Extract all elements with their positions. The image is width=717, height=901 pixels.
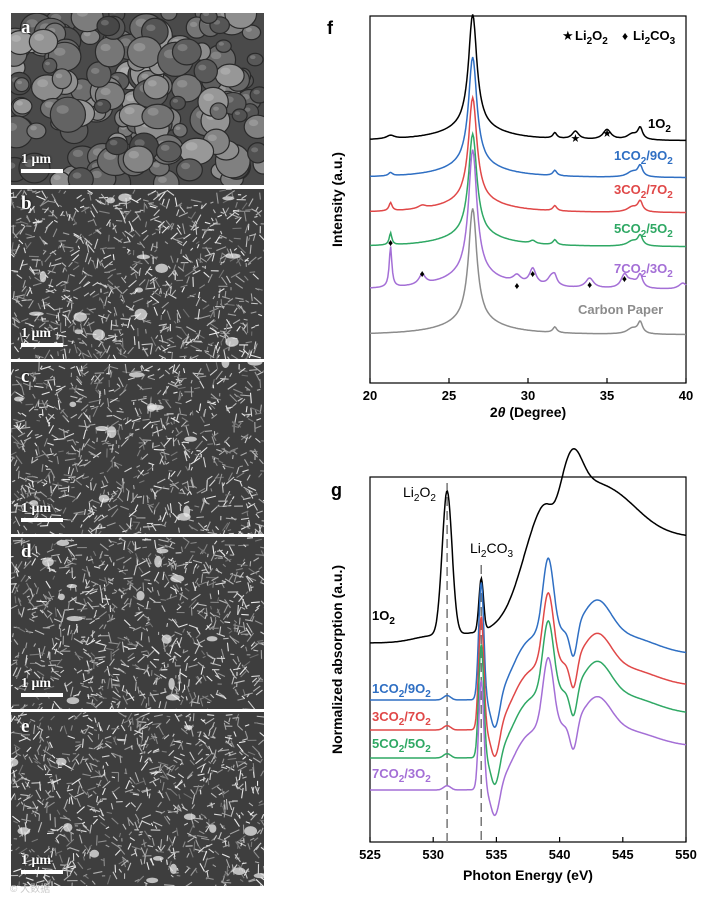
sem-image bbox=[11, 189, 264, 359]
series-label-f-c1: 1CO2​/9O2​ bbox=[614, 148, 673, 167]
panel-letter-c: c bbox=[21, 366, 30, 387]
scale-bar-line bbox=[21, 693, 63, 697]
scale-bar-label: 1 μm bbox=[21, 326, 52, 341]
scale-bar-label: 1 μm bbox=[21, 676, 52, 691]
scale-bar: 1 μm bbox=[21, 326, 69, 347]
star-marker: ★ bbox=[602, 128, 612, 140]
scale-bar-line bbox=[21, 518, 63, 522]
series-label-f-o2: 1O2​ bbox=[648, 116, 671, 135]
series-line-g-c3 bbox=[370, 591, 687, 758]
svg-text:Li2​O2​: Li2​O2​ bbox=[575, 28, 608, 47]
x-axis-label-f: 2θ (Degree) bbox=[490, 404, 566, 420]
scale-bar: 1 μm bbox=[21, 152, 69, 173]
panel-letter-e: e bbox=[21, 716, 30, 737]
x-tick-label-f: 20 bbox=[363, 388, 377, 403]
diamond-marker: ♦ bbox=[587, 280, 592, 291]
annotation-label: Li2​CO3​ bbox=[470, 540, 513, 560]
panel-letter-d: d bbox=[21, 541, 32, 562]
legend-f: ★Li2​O2​ ♦ Li2​CO3​ bbox=[562, 28, 676, 47]
scale-bar-line bbox=[21, 169, 63, 173]
plot-frame-f bbox=[369, 15, 687, 384]
x-tick-label-g: 540 bbox=[549, 847, 571, 862]
panel-letter-g: g bbox=[331, 480, 342, 500]
series-label-g-c3: 3CO2​/7O2​ bbox=[372, 709, 431, 728]
series-label-f-c3: 3CO2​/7O2​ bbox=[614, 182, 673, 201]
sem-image bbox=[11, 362, 264, 534]
scale-bar-label: 1 μm bbox=[21, 853, 52, 868]
x-axis-label-g: Photon Energy (eV) bbox=[463, 867, 593, 883]
annotation-label: Li2​O2​ bbox=[403, 484, 436, 504]
watermark: © 大数据 bbox=[10, 884, 51, 895]
svg-text:Li2​CO3​: Li2​CO3​ bbox=[633, 28, 676, 47]
sem-image bbox=[11, 712, 264, 886]
series-label-f-c5: 5CO2​/5O2​ bbox=[614, 221, 673, 240]
series-line-f-c7 bbox=[370, 149, 687, 290]
plot-frame-g bbox=[369, 476, 687, 843]
svg-text:♦: ♦ bbox=[622, 29, 628, 43]
series-line-f-c3 bbox=[369, 94, 686, 214]
x-tick-label-f: 35 bbox=[600, 388, 614, 403]
sem-panel-c: c 1 μm bbox=[11, 362, 264, 534]
series-line-f-c1 bbox=[369, 56, 686, 179]
star-marker: ★ bbox=[570, 133, 580, 145]
series-line-g-c1 bbox=[370, 557, 687, 729]
diamond-marker: ♦ bbox=[514, 281, 519, 292]
x-tick-label-f: 40 bbox=[679, 388, 693, 403]
series-line-g-o2 bbox=[370, 448, 687, 644]
diamond-marker: ♦ bbox=[530, 269, 535, 280]
x-tick-label-f: 30 bbox=[521, 388, 535, 403]
scale-bar-line bbox=[21, 343, 63, 347]
y-axis-label-g: Normalized absorption (a.u.) bbox=[329, 565, 345, 754]
scale-bar: 1 μm bbox=[21, 676, 69, 697]
sem-panel-b: b 1 μm bbox=[11, 189, 264, 359]
diamond-marker: ♦ bbox=[420, 269, 425, 280]
diamond-marker: ♦ bbox=[388, 238, 393, 249]
series-label-g-c1: 1CO2​/9O2​ bbox=[372, 681, 431, 700]
sem-image bbox=[11, 13, 264, 185]
scale-bar: 1 μm bbox=[21, 853, 69, 874]
svg-text:★: ★ bbox=[562, 28, 574, 43]
scale-bar: 1 μm bbox=[21, 501, 69, 522]
scale-bar-line bbox=[21, 870, 63, 874]
x-tick-label-g: 535 bbox=[486, 847, 508, 862]
sem-panel-d: d 1 μm bbox=[11, 537, 264, 709]
series-label-g-o2: 1O2​ bbox=[372, 608, 395, 627]
x-tick-label-g: 530 bbox=[422, 847, 444, 862]
series-line-f-cp bbox=[370, 208, 686, 336]
x-tick-label-g: 545 bbox=[612, 847, 634, 862]
x-tick-label-f: 25 bbox=[442, 388, 456, 403]
scale-bar-label: 1 μm bbox=[21, 501, 52, 516]
series-label-g-c5: 5CO2​/5O2​ bbox=[372, 736, 431, 755]
series-line-g-c7 bbox=[370, 656, 687, 817]
sem-image bbox=[11, 537, 264, 709]
sem-panel-e: e 1 μm bbox=[11, 712, 264, 886]
y-axis-label-f: Intensity (a.u.) bbox=[329, 152, 345, 247]
sem-panel-a: a 1 μm bbox=[11, 13, 264, 185]
panel-letter-f: f bbox=[327, 18, 334, 38]
panel-letter-b: b bbox=[21, 193, 32, 214]
panel-letter-a: a bbox=[21, 17, 31, 38]
x-tick-label-g: 550 bbox=[675, 847, 697, 862]
series-line-f-o2 bbox=[370, 14, 686, 142]
series-label-g-c7: 7CO2​/3O2​ bbox=[372, 766, 431, 785]
series-line-f-c5 bbox=[370, 131, 686, 248]
x-tick-label-g: 525 bbox=[359, 847, 381, 862]
series-line-g-c5 bbox=[370, 619, 687, 786]
diamond-marker: ♦ bbox=[622, 274, 627, 285]
series-label-f-c7: 7CO2​/3O2​ bbox=[614, 261, 673, 280]
series-label-f-cp: Carbon Paper bbox=[578, 302, 663, 317]
scale-bar-label: 1 μm bbox=[21, 152, 52, 167]
